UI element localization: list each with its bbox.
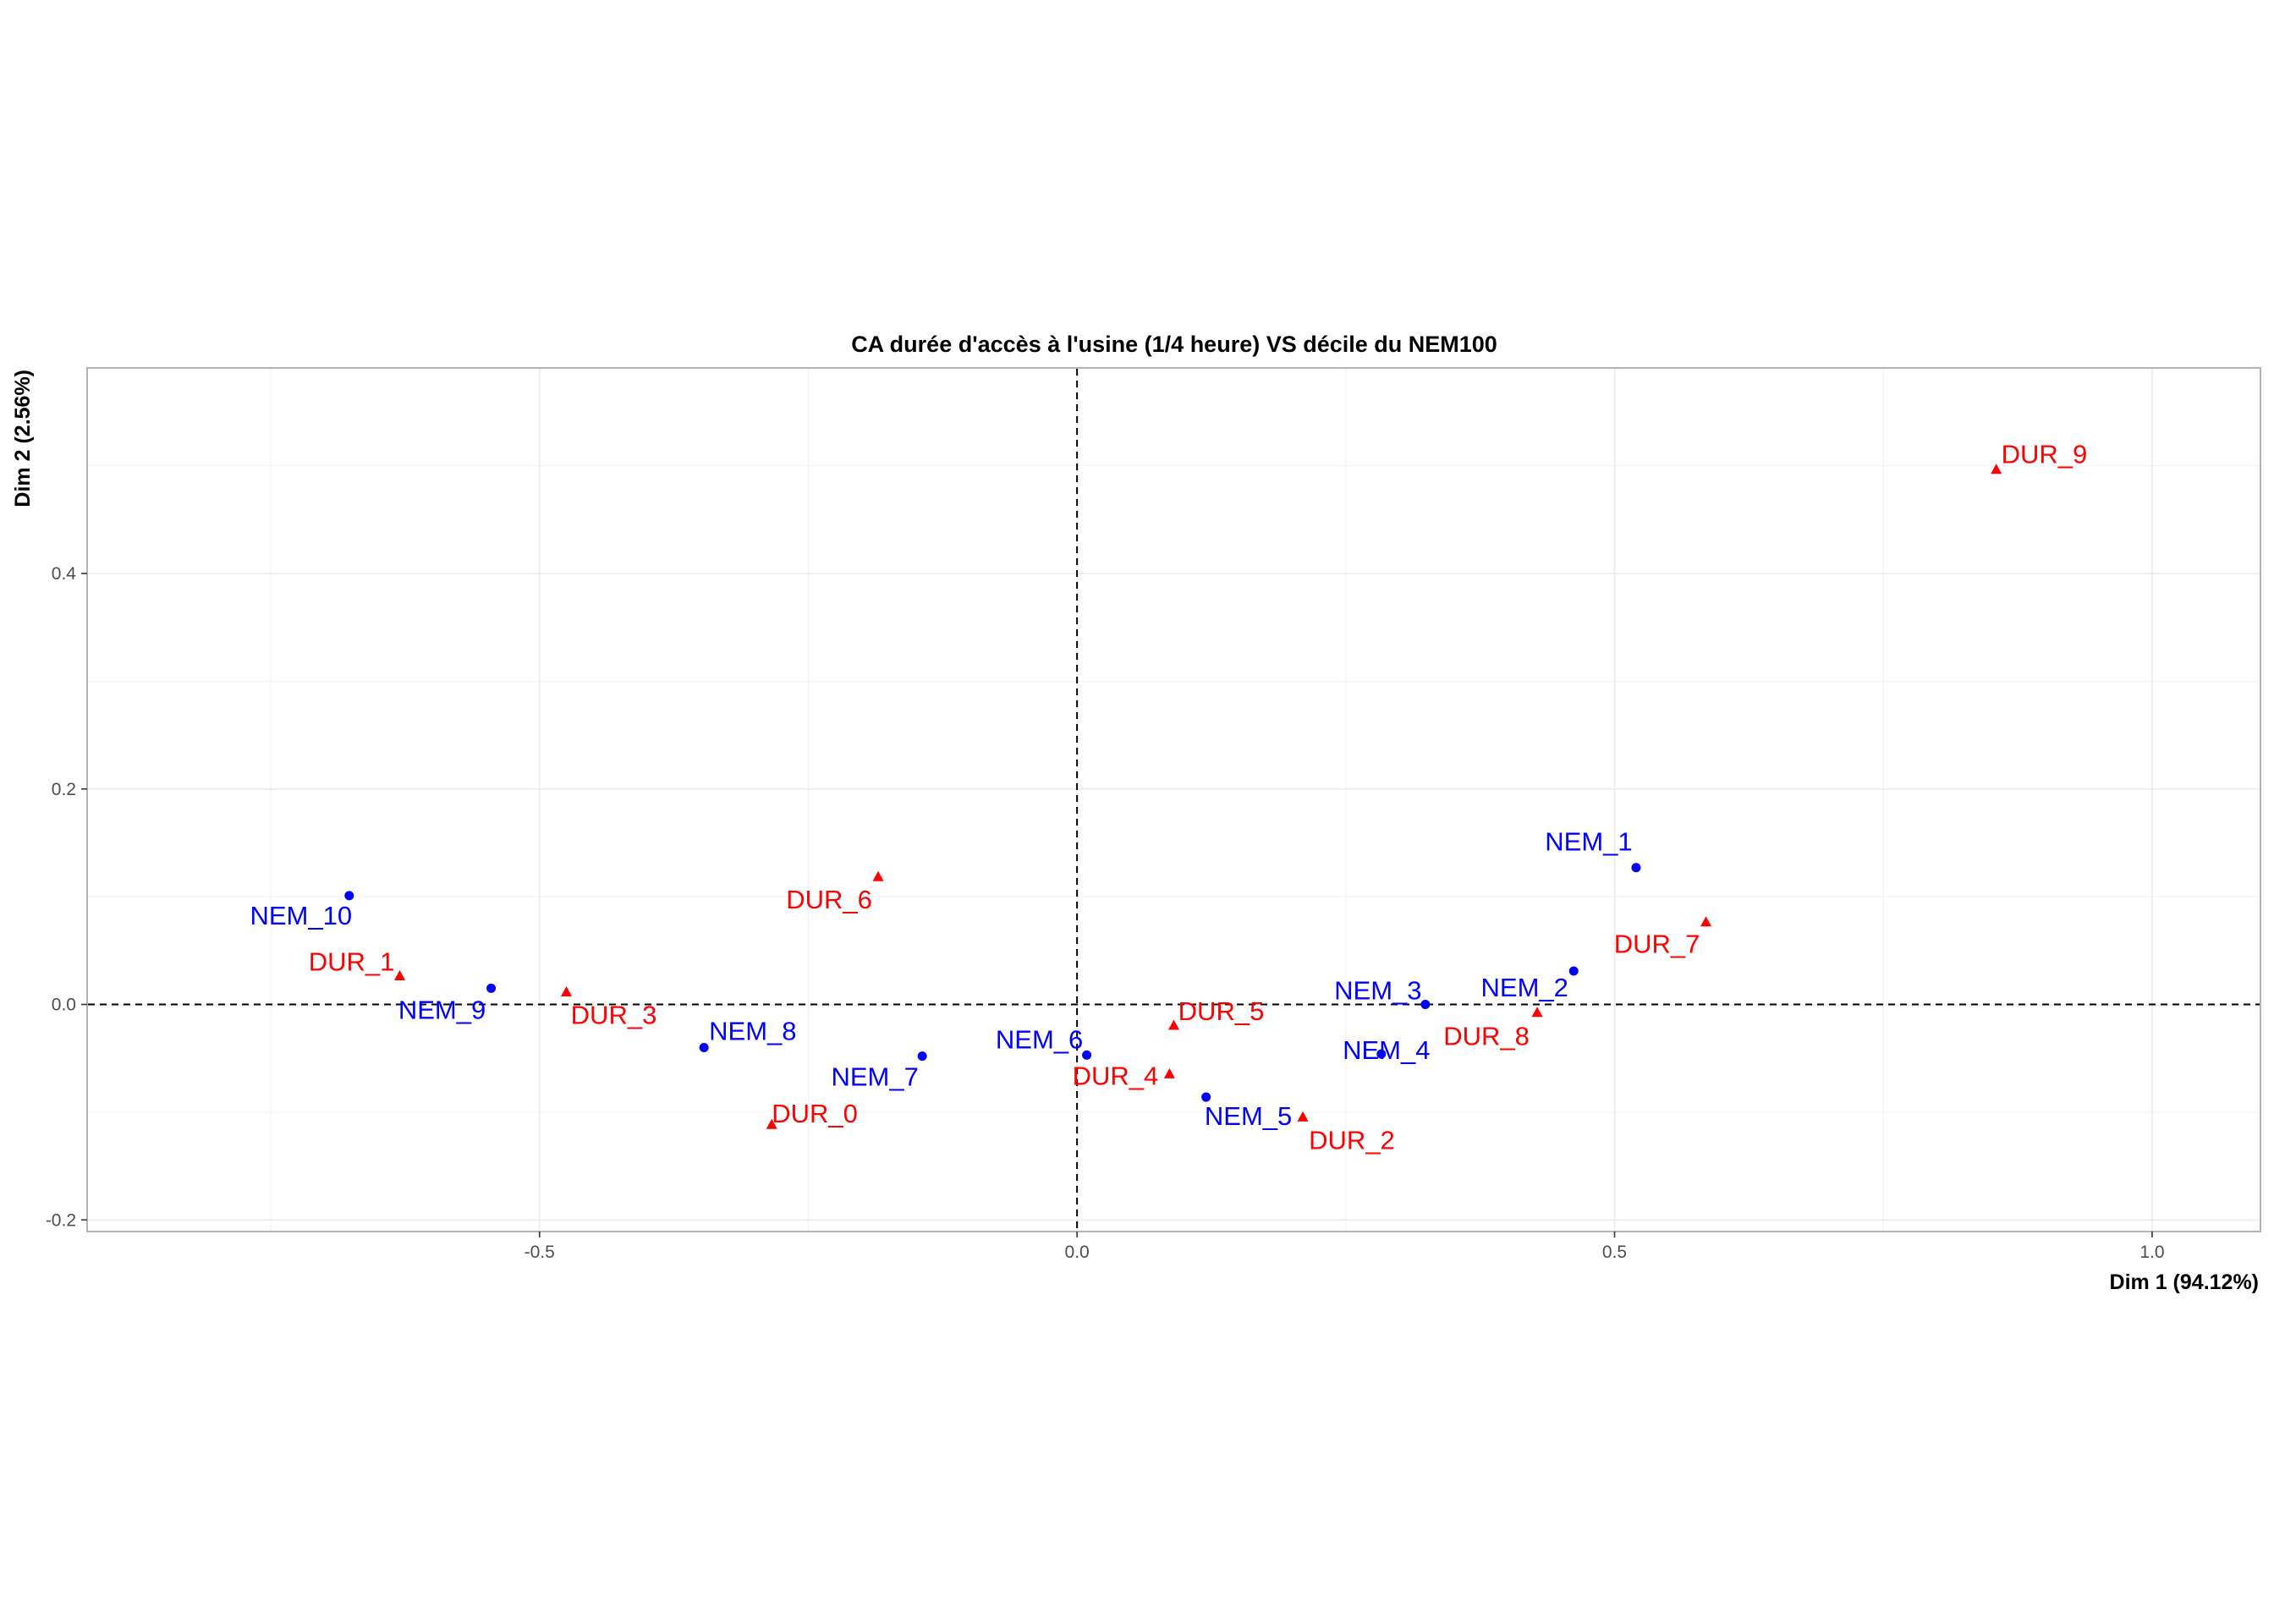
point-marker-nem-4 bbox=[1376, 1049, 1387, 1059]
point-label-nem-4: NEM_4 bbox=[1343, 1035, 1430, 1065]
point-label-dur-4: DUR_4 bbox=[1073, 1061, 1159, 1090]
point-label-nem-9: NEM_9 bbox=[398, 995, 486, 1024]
x-tick-label: 0.5 bbox=[1602, 1243, 1627, 1262]
plot-panel-border bbox=[86, 367, 2261, 1232]
point-marker-dur-8 bbox=[1531, 1007, 1543, 1018]
point-label-nem-3: NEM_3 bbox=[1334, 976, 1421, 1006]
point-marker-dur-1 bbox=[394, 969, 406, 980]
reference-lines bbox=[88, 369, 2260, 1231]
point-marker-dur-0 bbox=[766, 1118, 777, 1129]
x-axis-title: Dim 1 (94.12%) bbox=[2110, 1270, 2259, 1294]
point-labels: NEM_1 NEM_2 NEM_3 NEM_4 NEM_5 NEM_6 NEM_7 NEM_8… bbox=[250, 440, 2087, 1155]
point-label-nem-7: NEM_7 bbox=[831, 1062, 918, 1092]
point-marker-nem-10 bbox=[344, 891, 354, 901]
point-marker-nem-1 bbox=[1631, 863, 1641, 873]
point-label-nem-8: NEM_8 bbox=[709, 1016, 796, 1045]
x-tick-label: -0.5 bbox=[525, 1243, 555, 1262]
y-tick-label: 0.0 bbox=[52, 996, 76, 1015]
data-points bbox=[344, 464, 2002, 1129]
point-marker-dur-9 bbox=[1991, 464, 2002, 475]
point-label-dur-0: DUR_0 bbox=[772, 1099, 858, 1128]
point-label-nem-2: NEM_2 bbox=[1481, 973, 1568, 1002]
y-tick-label: -0.2 bbox=[46, 1210, 76, 1230]
x-tick-label: 1.0 bbox=[2139, 1243, 2164, 1262]
point-label-dur-5: DUR_5 bbox=[1178, 996, 1265, 1026]
point-label-nem-6: NEM_6 bbox=[996, 1024, 1083, 1054]
x-tick-label: 0.0 bbox=[1065, 1243, 1090, 1262]
y-tick-label: 0.2 bbox=[52, 780, 76, 799]
point-marker-dur-3 bbox=[561, 986, 573, 997]
point-label-dur-2: DUR_2 bbox=[1309, 1125, 1395, 1155]
point-label-dur-1: DUR_1 bbox=[309, 946, 395, 976]
point-label-dur-9: DUR_9 bbox=[2002, 440, 2088, 469]
point-marker-dur-7 bbox=[1700, 916, 1712, 927]
point-marker-dur-5 bbox=[1168, 1019, 1179, 1030]
minor-gridlines bbox=[88, 369, 2260, 1231]
point-marker-nem-3 bbox=[1420, 1000, 1431, 1010]
y-axis-title: Dim 2 (2.56%) bbox=[11, 370, 35, 508]
point-marker-nem-6 bbox=[1082, 1050, 1092, 1060]
point-label-dur-7: DUR_7 bbox=[1614, 930, 1700, 959]
point-marker-nem-2 bbox=[1568, 966, 1579, 976]
point-label-nem-5: NEM_5 bbox=[1205, 1101, 1292, 1131]
point-label-dur-3: DUR_3 bbox=[571, 1001, 657, 1030]
y-tick-label: 0.4 bbox=[52, 564, 77, 584]
point-marker-nem-9 bbox=[486, 983, 497, 993]
point-marker-nem-5 bbox=[1201, 1092, 1211, 1102]
point-marker-dur-2 bbox=[1297, 1111, 1309, 1122]
point-label-nem-10: NEM_10 bbox=[250, 901, 352, 930]
point-label-nem-1: NEM_1 bbox=[1545, 827, 1632, 857]
point-marker-dur-4 bbox=[1163, 1067, 1175, 1078]
chart-title: CA durée d'accès à l'usine (1/4 heure) V… bbox=[851, 332, 1497, 357]
point-label-dur-8: DUR_8 bbox=[1443, 1022, 1530, 1051]
x-axis-ticks: -0.5 0.0 0.5 1.0 bbox=[525, 1232, 2165, 1262]
y-axis-ticks: -0.2 0.0 0.2 0.4 bbox=[46, 564, 87, 1230]
point-marker-nem-7 bbox=[917, 1051, 927, 1062]
point-label-dur-6: DUR_6 bbox=[786, 885, 872, 914]
point-marker-nem-8 bbox=[699, 1042, 709, 1052]
point-marker-dur-6 bbox=[872, 870, 884, 881]
